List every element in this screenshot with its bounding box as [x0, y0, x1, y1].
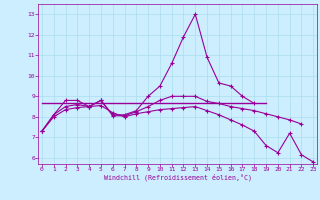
X-axis label: Windchill (Refroidissement éolien,°C): Windchill (Refroidissement éolien,°C)	[104, 174, 252, 181]
